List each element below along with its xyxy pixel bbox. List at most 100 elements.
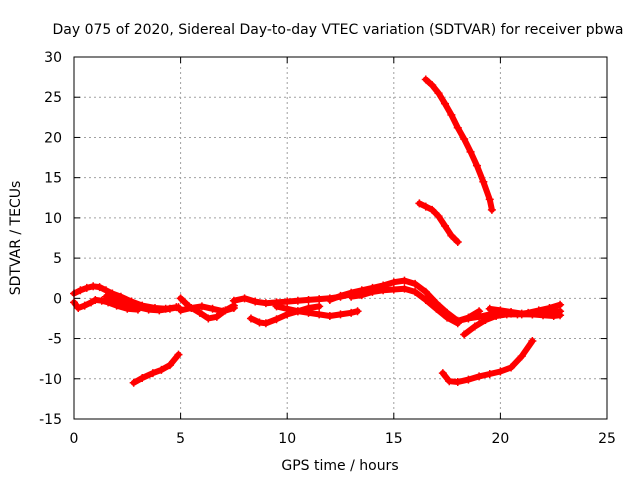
data-point bbox=[368, 287, 377, 296]
data-point bbox=[443, 313, 452, 322]
data-point bbox=[195, 308, 204, 317]
data-point bbox=[325, 295, 334, 304]
data-point bbox=[133, 303, 142, 312]
data-point bbox=[176, 294, 185, 303]
data-point bbox=[440, 221, 449, 230]
data-point bbox=[479, 177, 488, 186]
series-band bbox=[439, 338, 536, 385]
data-point bbox=[539, 311, 548, 320]
data-point bbox=[293, 307, 302, 316]
data-point bbox=[453, 316, 462, 325]
x-tick-label: 5 bbox=[176, 431, 185, 447]
series-arc-17 bbox=[438, 336, 537, 386]
data-point bbox=[485, 369, 494, 378]
series-arc-15 bbox=[415, 199, 462, 247]
data-point bbox=[74, 303, 83, 312]
y-tick-label: 30 bbox=[44, 50, 62, 66]
data-point bbox=[325, 312, 334, 321]
data-point bbox=[492, 312, 501, 321]
data-point bbox=[229, 296, 238, 305]
data-point bbox=[101, 292, 110, 301]
data-point bbox=[315, 310, 324, 319]
series-arc-11 bbox=[347, 284, 462, 328]
y-tick-label: -15 bbox=[39, 412, 62, 428]
x-tick-label: 25 bbox=[598, 431, 616, 447]
data-point bbox=[445, 377, 454, 386]
data-point bbox=[460, 330, 469, 339]
y-tick-label: 10 bbox=[44, 211, 62, 227]
data-point bbox=[528, 310, 537, 319]
x-tick-label: 10 bbox=[278, 431, 296, 447]
y-tick-label: 25 bbox=[44, 90, 62, 106]
x-tick-label: 15 bbox=[385, 431, 403, 447]
data-point bbox=[251, 297, 260, 306]
data-point bbox=[507, 363, 516, 372]
data-point bbox=[470, 322, 479, 331]
y-tick-labels: -15 -10 -5 0 5 10 15 20 25 30 bbox=[39, 50, 62, 428]
data-point bbox=[438, 369, 447, 378]
data-point bbox=[272, 315, 281, 324]
data-point bbox=[357, 291, 366, 300]
data-point bbox=[283, 297, 292, 306]
data-point bbox=[144, 305, 153, 314]
data-point bbox=[379, 286, 388, 295]
y-tick-label: 0 bbox=[53, 291, 62, 307]
data-point bbox=[112, 296, 121, 305]
data-point bbox=[95, 283, 104, 292]
data-point bbox=[148, 369, 157, 378]
x-axis-label: GPS time / hours bbox=[281, 458, 398, 474]
data-point bbox=[421, 287, 430, 296]
data-point bbox=[97, 296, 106, 305]
data-point bbox=[411, 279, 420, 288]
data-point bbox=[485, 195, 494, 204]
data-point bbox=[272, 302, 281, 311]
data-point bbox=[485, 304, 494, 313]
data-point bbox=[472, 161, 481, 170]
data-point bbox=[165, 304, 174, 313]
data-point bbox=[460, 135, 469, 144]
data-point bbox=[240, 294, 249, 303]
y-tick-label: 20 bbox=[44, 130, 62, 146]
data-point bbox=[487, 205, 496, 214]
data-point bbox=[517, 309, 526, 318]
data-point bbox=[440, 99, 449, 108]
data-point bbox=[197, 302, 206, 311]
data-point bbox=[475, 312, 484, 321]
data-point bbox=[204, 314, 213, 323]
data-point bbox=[315, 295, 324, 304]
data-point bbox=[432, 304, 441, 313]
x-tick-label: 0 bbox=[70, 431, 79, 447]
data-point bbox=[246, 314, 255, 323]
data-point bbox=[421, 295, 430, 304]
data-point bbox=[428, 205, 437, 214]
data-point bbox=[261, 319, 270, 328]
y-tick-label: 5 bbox=[53, 251, 62, 267]
data-point bbox=[89, 282, 98, 291]
data-point bbox=[212, 312, 221, 321]
data-point bbox=[129, 378, 138, 387]
data-point bbox=[76, 286, 85, 295]
data-point bbox=[464, 375, 473, 384]
data-point bbox=[400, 284, 409, 293]
data-point bbox=[475, 372, 484, 381]
data-point bbox=[138, 373, 147, 382]
data-point bbox=[466, 147, 475, 156]
data-point bbox=[421, 202, 430, 211]
y-tick-label: -10 bbox=[39, 372, 62, 388]
series-arc-6 bbox=[176, 302, 238, 316]
data-point bbox=[421, 75, 430, 84]
data-point bbox=[176, 306, 185, 315]
series-arc-16 bbox=[421, 75, 496, 214]
data-point bbox=[453, 238, 462, 247]
data-point bbox=[447, 110, 456, 119]
data-point bbox=[219, 307, 228, 316]
data-point bbox=[347, 308, 356, 317]
data-point bbox=[91, 295, 100, 304]
data-point bbox=[229, 303, 238, 312]
data-point bbox=[336, 291, 345, 300]
data-point bbox=[389, 278, 398, 287]
data-point bbox=[415, 199, 424, 208]
data-point bbox=[545, 303, 554, 312]
plot-frame bbox=[73, 56, 608, 420]
